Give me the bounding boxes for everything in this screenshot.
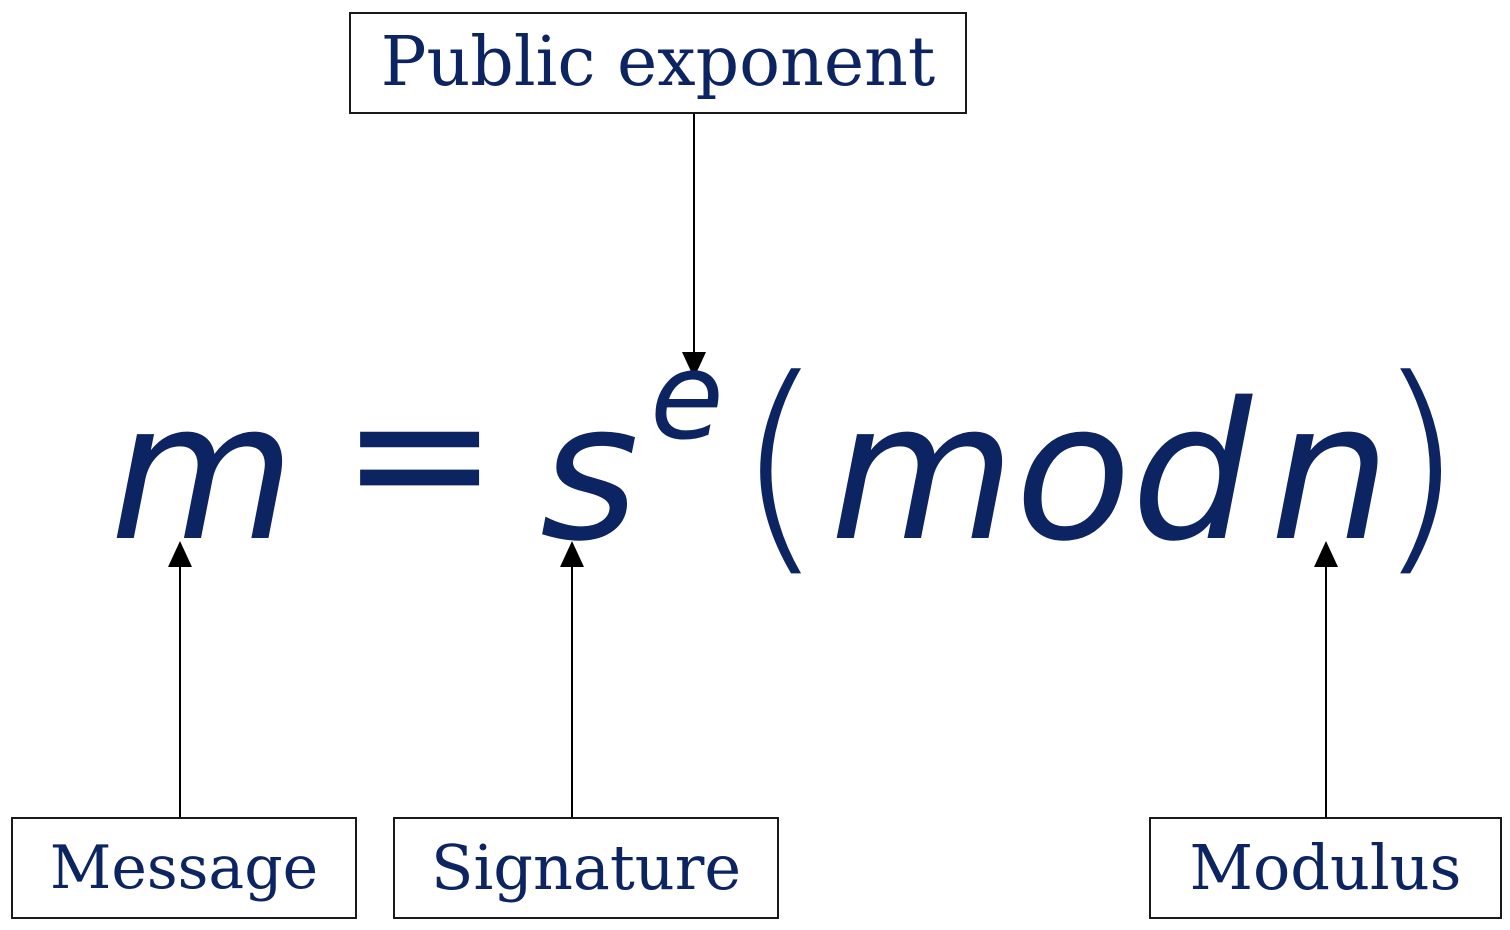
- equation-equals: =: [340, 342, 500, 563]
- equation-open-paren: (: [735, 331, 825, 598]
- message-text: Message: [49, 833, 319, 903]
- equation-mod: mod: [830, 362, 1252, 583]
- equation-n: n: [1270, 362, 1391, 583]
- equation-s: s: [540, 362, 639, 583]
- signature-text: Signature: [430, 831, 742, 904]
- arrow-message: [168, 541, 192, 817]
- modulus-text: Modulus: [1189, 831, 1462, 904]
- arrow-signature: [560, 541, 584, 817]
- message-label: Message: [11, 817, 357, 919]
- arrow-public-exponent: [682, 114, 706, 378]
- equation-close-paren: ): [1375, 331, 1465, 598]
- public-exponent-text: Public exponent: [380, 23, 936, 102]
- public-exponent-label: Public exponent: [349, 12, 967, 114]
- arrow-modulus: [1314, 541, 1338, 817]
- equation-m: m: [110, 362, 296, 583]
- signature-label: Signature: [393, 817, 779, 919]
- modulus-label: Modulus: [1149, 817, 1502, 919]
- equation-e: e: [650, 328, 724, 467]
